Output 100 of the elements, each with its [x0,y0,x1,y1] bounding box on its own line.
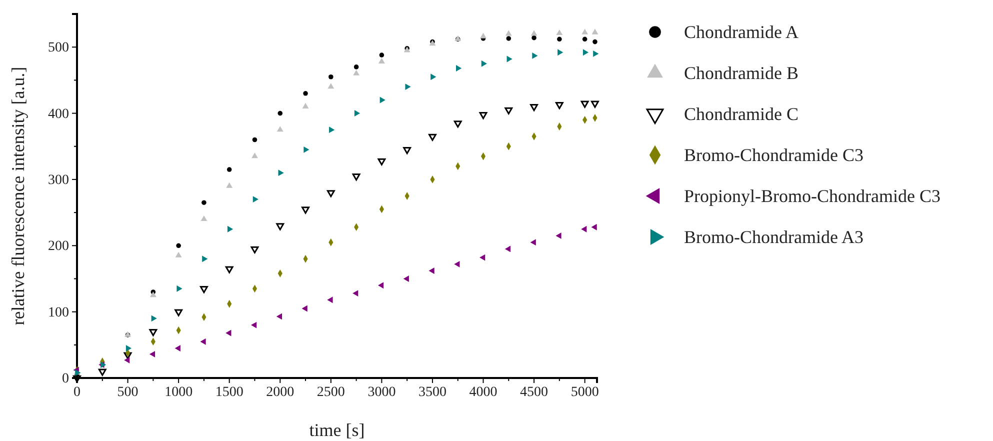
point [556,29,563,36]
point [150,292,156,298]
point [124,352,132,360]
point [481,60,487,67]
point [378,158,386,166]
point [530,30,538,36]
y-axis-title: relative fluorescence intensity [a.u.] [8,66,28,326]
point [302,305,308,312]
point [530,104,538,112]
point [226,182,233,188]
y-tick-label: 500 [48,40,69,56]
point [580,100,589,108]
y-tick-label: 100 [48,305,69,320]
point [98,368,106,376]
point [379,52,384,58]
point [200,215,208,222]
point [303,91,308,96]
point [126,344,132,352]
x-tick-label: 2500 [316,384,345,400]
point [456,65,462,72]
y-tick-label: 300 [48,172,69,188]
x-tick-label: 1500 [215,384,244,400]
legend-label: Bromo-Chondramide C3 [684,145,864,165]
point [225,266,234,274]
point [530,239,536,246]
x-tick-label: 5000 [570,384,599,400]
legend-label: Chondramide B [684,63,798,83]
point [176,243,181,248]
point [430,74,436,80]
x-tick-label: 0 [74,384,80,400]
point [593,50,599,57]
point [328,83,334,89]
point [405,84,411,90]
point [532,35,536,40]
point [506,36,512,41]
point [380,96,386,104]
point [302,102,309,109]
x-tick-label: 3500 [418,384,446,400]
point [200,286,208,294]
point [202,256,208,262]
legend-label: Propionyl-Bromo-Chondramide C3 [684,186,940,206]
point [590,100,599,108]
point [302,206,310,214]
point [276,313,282,320]
point [174,344,180,352]
point [454,120,462,128]
point [226,330,232,336]
point [592,39,598,44]
point [174,309,183,316]
point [252,196,258,203]
x-tick-label: 4500 [520,384,548,400]
point [328,74,334,80]
point [329,126,335,134]
point [352,174,360,181]
y-tick-label: 0 [62,371,69,386]
point [378,58,385,64]
point [403,276,409,282]
x-tick-label: 500 [117,384,138,400]
point [202,200,206,206]
point [276,126,284,132]
point [352,290,358,297]
point [200,338,206,345]
point [327,296,333,304]
point [124,356,130,364]
point [354,110,360,116]
point [504,107,513,114]
point [176,285,182,292]
point [353,70,360,76]
point [428,134,436,141]
point [226,167,232,172]
point [378,282,384,289]
point [592,28,598,34]
point [479,112,488,120]
point [582,28,588,34]
point [454,260,460,268]
point [480,32,486,38]
x-tick-label: 2000 [266,384,294,400]
point [558,49,564,56]
x-tick-label: 4000 [469,384,498,400]
point [252,152,258,158]
point [149,350,156,358]
point [326,190,335,198]
point [278,170,284,176]
point [252,137,258,142]
legend-label: Chondramide A [684,22,798,42]
point [555,102,564,110]
y-tick-label: 200 [48,239,69,254]
point [276,223,284,230]
point [354,64,359,70]
x-axis-title: time [s] [309,420,365,440]
point [582,36,588,42]
point [278,110,283,116]
legend-label: Bromo-Chondramide A3 [684,227,864,247]
point [556,232,562,239]
point [227,226,234,232]
point [504,246,510,252]
x-tick-label: 1000 [164,384,193,400]
point [251,322,257,328]
point [581,226,587,232]
point [403,147,412,154]
